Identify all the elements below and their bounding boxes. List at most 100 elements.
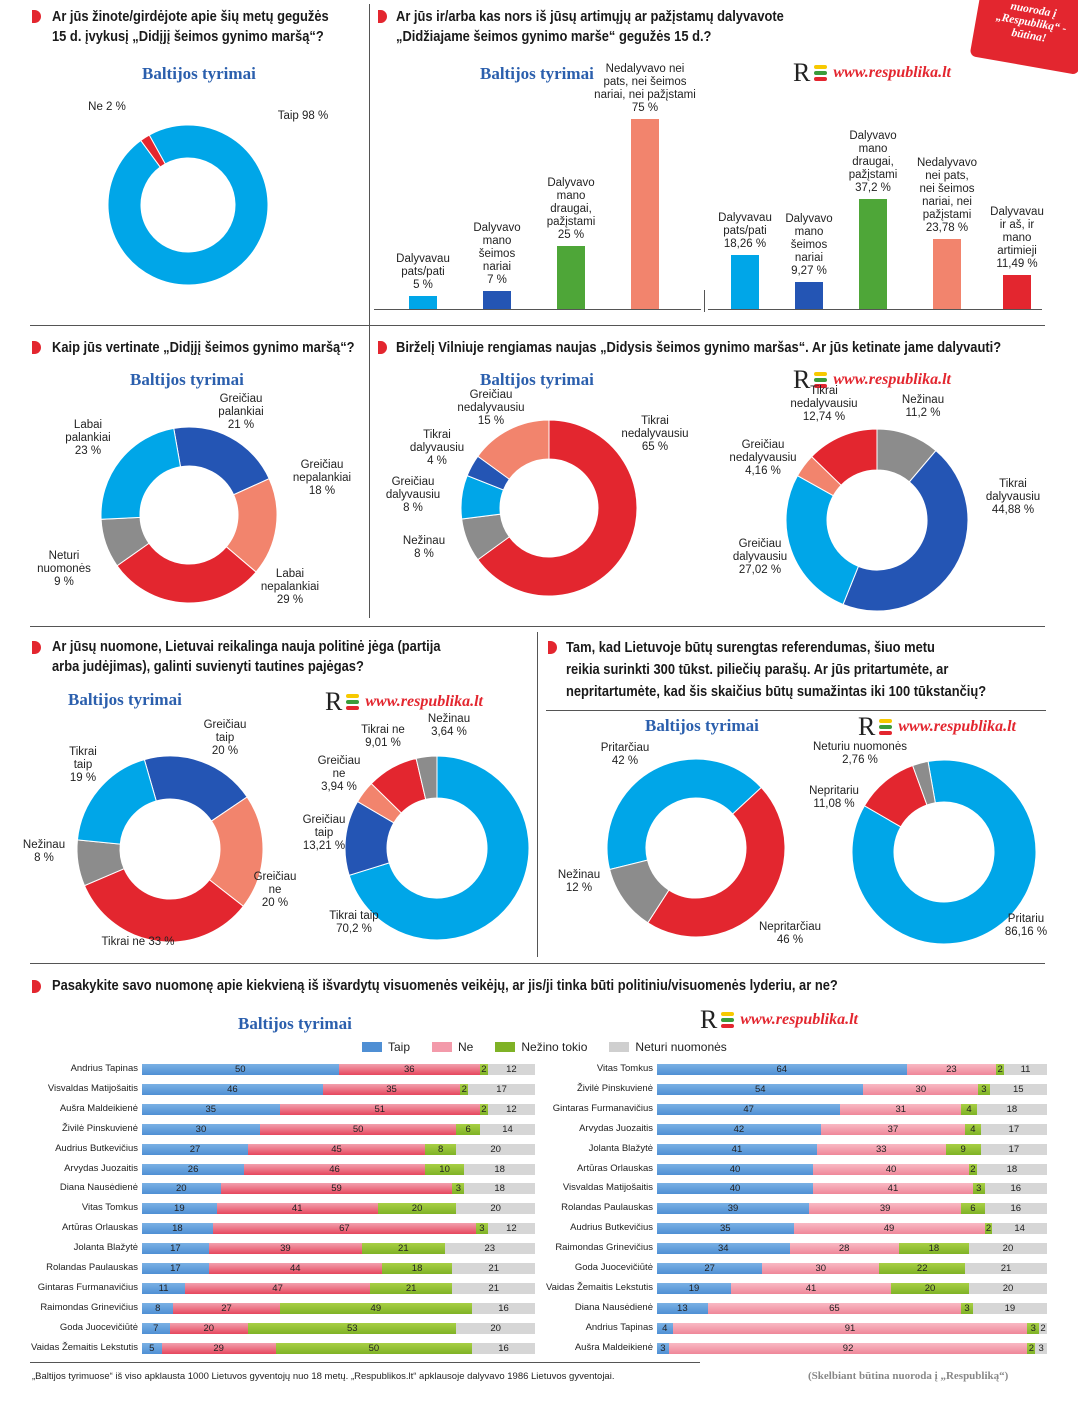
c6-label-1: Tikrai dalyvausiu 44,88 % <box>986 478 1040 516</box>
c10-label-2: Neturiu nuomonės 2,76 % <box>813 741 907 766</box>
c12-seg-12-1: 65 <box>707 1302 962 1314</box>
question-5-line-1: Ar jūsų nuomone, Lietuvai reikalinga nau… <box>52 638 441 655</box>
c12-seg-9-1: 28 <box>789 1243 899 1255</box>
c12-seg-0-2: 2 <box>996 1064 1005 1075</box>
c10-label-0: Pritariu 86,16 % <box>1005 913 1047 938</box>
c11-seg-13-2: 53 <box>248 1322 457 1334</box>
c6-label-3: Greičiau nedalyvausiu 4,16 % <box>729 439 796 477</box>
c12-seg-9-3: 20 <box>968 1243 1047 1255</box>
c11-row-name-3: Živilė Pinskuvienė <box>61 1122 138 1134</box>
source-baltijos-7: Baltijos tyrimai <box>238 1014 352 1033</box>
c7-label-3: Nežinau 8 % <box>23 839 65 864</box>
divider-h-1 <box>30 325 1045 326</box>
c12-seg-10-3: 21 <box>965 1263 1047 1274</box>
legend-taip: Taip <box>362 1040 410 1054</box>
c12-seg-9-0: 34 <box>657 1243 790 1255</box>
c12-row-12: 13 65 3 19 <box>657 1302 1047 1315</box>
c12-seg-2-2: 4 <box>961 1103 977 1115</box>
donut-c8: Tikrai taip 70,2 % Greičiau taip 13,21 % Grei… <box>303 713 530 941</box>
c11-row-3: 30 50 6 14 <box>142 1123 535 1136</box>
c6-label-4: Tikrai nedalyvausiu 12,74 % <box>790 385 857 423</box>
source-baltijos-6: Baltijos tyrimai <box>645 716 759 735</box>
c12-row-name-2: Gintaras Furmanavičius <box>552 1102 653 1114</box>
source-baltijos-5: Baltijos tyrimai <box>68 690 182 709</box>
c12-row-11: 19 41 20 20 <box>657 1282 1047 1295</box>
question-1-line-1: Ar jūs žinote/girdėjote apie šių metų ge… <box>52 8 329 25</box>
respublika-r-icon: R <box>793 58 811 87</box>
c11-seg-0-0: 50 <box>142 1064 339 1075</box>
legend-neturi: Neturi nuomonės <box>609 1040 727 1054</box>
c12-seg-2-0: 47 <box>657 1103 841 1115</box>
c11-seg-10-0: 17 <box>142 1263 209 1274</box>
c11-seg-10-2: 18 <box>381 1263 453 1274</box>
bullet-q6 <box>548 641 557 654</box>
question-6-line-2: reikia surinkti 300 tūkst. piliečių para… <box>566 661 949 678</box>
c11-seg-8-2: 3 <box>476 1223 488 1235</box>
c1-slice-1 <box>140 134 166 168</box>
donut-c7: Greičiau taip 20 % Greičiau ne 20 % Tikrai ne … <box>23 719 297 948</box>
c11-seg-14-0: 5 <box>142 1342 162 1354</box>
c2-bar-2 <box>557 245 585 309</box>
c12-seg-4-2: 9 <box>945 1143 981 1155</box>
c12-seg-5-3: 18 <box>976 1163 1047 1175</box>
donut-c10: Pritariu 86,16 % Nepritariu 11,08 % Neturiu … <box>809 741 1047 945</box>
c12-row-name-8: Audrius Butkevičius <box>570 1222 653 1234</box>
c11-seg-7-2: 20 <box>377 1203 457 1215</box>
bullet-q5 <box>32 641 41 654</box>
question-6-line-1: Tam, kad Lietuvoje būtų surengtas refere… <box>566 639 935 656</box>
respublika-url: www.respublika.lt <box>833 64 951 81</box>
c11-row-9: 17 39 21 23 <box>142 1242 535 1255</box>
c11-row-name-10: Rolandas Paulauskas <box>46 1262 138 1273</box>
c4-label-1: Greičiau nepalankiai 18 % <box>293 459 351 497</box>
c12-row-name-13: Andrius Tapinas <box>585 1321 653 1333</box>
c8-label-0: Tikrai taip 70,2 % <box>329 910 378 935</box>
source-baltijos-2: Baltijos tyrimai <box>480 64 594 83</box>
c12-row-3: 42 37 4 17 <box>657 1123 1047 1136</box>
legend-neturi-label: Neturi nuomonės <box>635 1040 727 1054</box>
legend-ne: Ne <box>432 1040 473 1054</box>
c3-bar-4 <box>1003 275 1031 309</box>
c12-seg-13-2: 3 <box>1027 1322 1040 1334</box>
c12-seg-1-0: 54 <box>657 1083 864 1095</box>
c11-row-5: 26 46 10 18 <box>142 1163 535 1176</box>
c12-seg-8-0: 35 <box>657 1223 794 1235</box>
c11-seg-14-2: 50 <box>275 1342 473 1354</box>
c3-bar-1 <box>795 281 823 309</box>
c12-seg-12-3: 19 <box>972 1302 1047 1314</box>
c3-bar-label-4: Dalyvavau ir aš, ir mano artimieji 11,49 % <box>990 206 1044 271</box>
respublika-r-icon: R <box>858 712 876 741</box>
c2-bar-label-0: Dalyvavau pats/pati 5 % <box>396 253 450 292</box>
c6-slice-2 <box>785 474 860 606</box>
c5-label-3: Tikrai dalyvausiu 4 % <box>410 429 464 467</box>
c11-seg-11-1: 47 <box>185 1282 370 1294</box>
c11-row-name-4: Audrius Butkevičius <box>55 1142 138 1154</box>
c11-seg-11-0: 11 <box>142 1282 186 1294</box>
c8-label-3: Tikrai ne 9,01 % <box>361 724 405 749</box>
c11-seg-12-0: 8 <box>142 1302 174 1314</box>
c12-seg-6-1: 41 <box>813 1183 973 1195</box>
c2-bar-1 <box>483 291 511 309</box>
c12-seg-7-2: 6 <box>961 1203 985 1215</box>
c11-seg-11-2: 21 <box>369 1282 453 1294</box>
footnote-attribution: (Skelbiant būtina nuoroda į „Respubliką“… <box>808 1370 1009 1382</box>
c10-slice-2 <box>911 760 936 806</box>
c11-row-4: 27 45 8 20 <box>142 1143 535 1156</box>
stacked-legend: Taip Ne Nežino tokio Neturi nuomonės <box>362 1040 727 1054</box>
c11-row-name-6: Diana Nausėdienė <box>59 1182 138 1194</box>
question-6-line-3: nepritartumėte, kad šis skaičius būtų su… <box>566 683 987 700</box>
c12-row-name-10: Goda Juocevičiūtė <box>574 1262 653 1273</box>
c12-seg-12-2: 3 <box>961 1302 973 1314</box>
question-3: Kaip jūs vertinate „Didįjį šeimos gynimo… <box>52 338 396 358</box>
c12-row-9: 34 28 18 20 <box>657 1242 1047 1255</box>
question-6: Tam, kad Lietuvoje būtų surengtas refere… <box>566 637 1048 703</box>
c12-row-10: 27 30 22 21 <box>657 1262 1047 1275</box>
c11-row-1: 46 35 2 17 <box>142 1083 535 1096</box>
c9-label-0: Pritarčiau 42 % <box>601 742 650 767</box>
c12-seg-0-0: 64 <box>657 1064 907 1075</box>
c8-slice-0 <box>348 755 530 941</box>
divider-vertical-mid <box>537 632 538 957</box>
c12-seg-10-0: 27 <box>657 1263 763 1274</box>
c1-slice-0 <box>107 124 269 286</box>
c12-seg-4-1: 33 <box>816 1143 946 1155</box>
c12-seg-8-3: 14 <box>992 1223 1047 1235</box>
